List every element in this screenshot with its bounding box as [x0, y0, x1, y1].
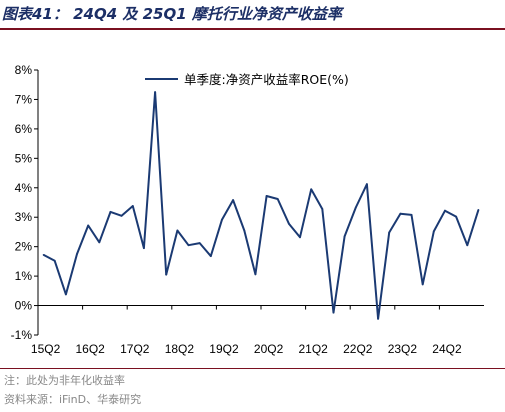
- data-point: [243, 229, 246, 232]
- data-point: [165, 273, 168, 276]
- data-point: [466, 244, 469, 247]
- x-tick-label: 20Q2: [254, 342, 284, 356]
- y-tick-label: 1%: [15, 269, 33, 283]
- data-point: [321, 208, 324, 210]
- data-point: [288, 222, 290, 225]
- data-point: [187, 244, 190, 247]
- data-point: [87, 224, 90, 227]
- data-point: [42, 254, 45, 256]
- roe-line-chart: -1% 0% 1% 2% 3% 4% 5% 6% 7% 8% 15Q2 16Q2 17Q2 18Q2 19…: [11, 63, 484, 356]
- legend-label: 单季度:净资产收益率ROE(%): [184, 72, 349, 87]
- y-tick-label: 2%: [15, 240, 33, 254]
- data-point: [154, 91, 157, 93]
- data-point: [176, 229, 179, 232]
- data-point: [143, 247, 145, 250]
- data-point: [366, 183, 368, 186]
- data-point: [65, 293, 67, 296]
- data-point: [198, 242, 201, 245]
- data-point: [343, 235, 346, 238]
- data-point: [410, 214, 413, 216]
- data-point: [109, 211, 112, 213]
- chart-axes: [37, 70, 484, 335]
- data-point: [477, 209, 480, 211]
- figure-title: 图表41： 24Q4 及 25Q1 摩托行业净资产收益率: [2, 5, 342, 23]
- data-point: [276, 198, 279, 200]
- data-point: [377, 317, 379, 320]
- data-point: [53, 259, 56, 262]
- data-point: [388, 231, 391, 234]
- x-tick-label: 17Q2: [120, 342, 150, 356]
- data-point: [332, 311, 335, 314]
- x-tick-label: 22Q2: [343, 342, 373, 356]
- x-tick-label: 23Q2: [388, 342, 418, 356]
- y-axis-ticks: -1% 0% 1% 2% 3% 4% 5% 6% 7% 8%: [11, 63, 38, 342]
- y-tick-label: 5%: [15, 151, 33, 165]
- data-point: [98, 241, 101, 244]
- data-point: [299, 236, 301, 239]
- chart-legend: 单季度:净资产收益率ROE(%): [145, 72, 349, 87]
- data-point: [432, 230, 435, 233]
- y-tick-label: 0%: [15, 299, 33, 313]
- x-tick-label: 21Q2: [298, 342, 328, 356]
- data-point: [455, 215, 457, 218]
- data-point: [254, 273, 257, 276]
- data-point: [444, 209, 446, 212]
- y-tick-label: 8%: [15, 63, 33, 77]
- x-tick-label: 18Q2: [165, 342, 195, 356]
- series-line-roe: [43, 91, 480, 320]
- y-tick-label: 3%: [15, 210, 33, 224]
- data-point: [421, 283, 424, 286]
- y-tick-label: 6%: [15, 122, 33, 136]
- data-point: [232, 199, 235, 202]
- x-tick-label: 15Q2: [31, 342, 61, 356]
- data-point: [131, 205, 134, 207]
- data-point: [265, 195, 268, 197]
- x-tick-label: 24Q2: [432, 342, 462, 356]
- footer-rule: [0, 368, 505, 369]
- data-point: [76, 253, 78, 255]
- y-tick-label: -1%: [11, 328, 33, 342]
- y-tick-label: 4%: [15, 181, 33, 195]
- y-tick-label: 7%: [15, 92, 33, 106]
- chart-source: 资料来源：iFinD、华泰研究: [4, 393, 142, 406]
- data-point: [310, 188, 313, 191]
- title-rule: [0, 28, 505, 30]
- x-axis-ticks: 15Q2 16Q2 17Q2 18Q2 19Q2 20Q2 21Q2 22Q2 23Q2 24Q2: [31, 305, 462, 356]
- data-point: [354, 206, 357, 209]
- data-point: [221, 218, 223, 221]
- series-layer: [42, 91, 480, 320]
- chart-note: 注：此处为非年化收益率: [4, 374, 125, 387]
- data-point: [399, 212, 402, 215]
- data-point: [209, 255, 212, 257]
- x-tick-label: 19Q2: [209, 342, 239, 356]
- x-tick-label: 16Q2: [75, 342, 105, 356]
- data-point: [120, 214, 123, 217]
